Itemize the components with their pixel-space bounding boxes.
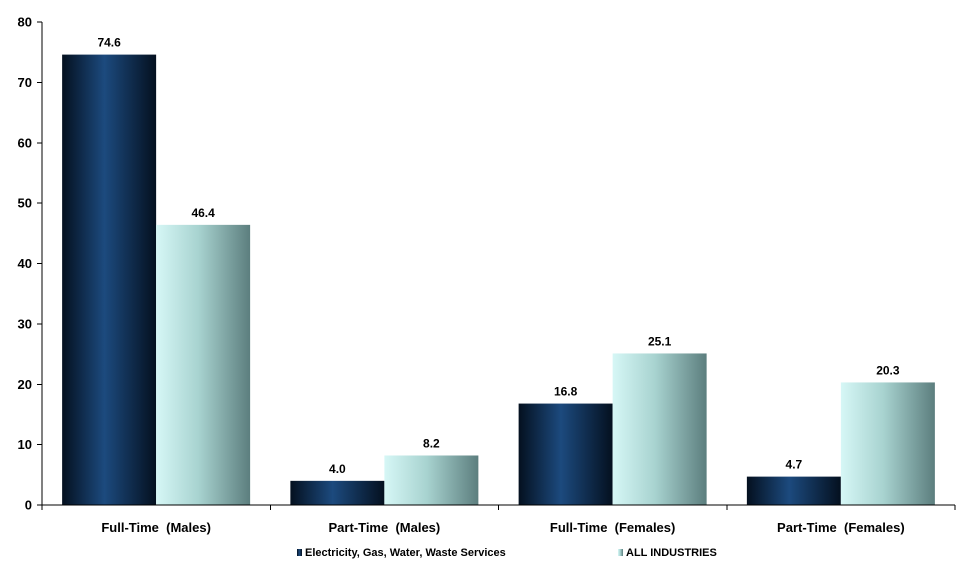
data-label: 46.4: [191, 206, 215, 220]
legend-label: ALL INDUSTRIES: [626, 547, 717, 559]
y-tick-label: 80: [18, 15, 32, 30]
category-label: Full-Time (Males): [101, 520, 211, 535]
y-tick-label: 10: [18, 437, 32, 452]
bar-electricity: [746, 476, 841, 505]
category-label: Part-Time (Females): [777, 520, 905, 535]
y-tick-label: 40: [18, 256, 32, 271]
y-tick-label: 20: [18, 377, 32, 392]
y-tick-label: 30: [18, 316, 32, 331]
y-tick-label: 0: [25, 498, 32, 513]
bar-all-industries: [612, 353, 707, 505]
legend-swatch: [297, 549, 302, 556]
legend-label: Electricity, Gas, Water, Waste Services: [305, 547, 506, 559]
y-axis: 0 10 20 30 40 50 60 70 80: [18, 15, 43, 513]
legend-swatch: [618, 549, 623, 556]
data-label: 4.7: [786, 458, 803, 472]
bars-group: 74.6 46.4 4.0 8.2 16.8 25.1 4.7 20.3: [62, 36, 935, 506]
data-label: 25.1: [648, 334, 672, 348]
legend: Electricity, Gas, Water, Waste Services A…: [297, 547, 717, 559]
bar-electricity: [290, 480, 385, 505]
data-label: 20.3: [876, 363, 900, 377]
y-tick-label: 60: [18, 135, 32, 150]
data-label: 4.0: [329, 462, 346, 476]
bar-electricity: [62, 54, 157, 505]
category-label: Part-Time (Males): [329, 520, 441, 535]
bar-electricity: [518, 403, 613, 505]
data-label: 8.2: [423, 436, 440, 450]
bar-all-industries: [840, 382, 935, 505]
category-label: Full-Time (Females): [550, 520, 675, 535]
x-axis: Full-Time (Males) Part-Time (Males) Full-T…: [41, 504, 956, 535]
bar-all-industries: [384, 455, 479, 505]
data-label: 16.8: [554, 385, 578, 399]
bar-all-industries: [156, 224, 251, 506]
y-tick-label: 50: [18, 196, 32, 211]
data-label: 74.6: [97, 36, 121, 50]
y-tick-label: 70: [18, 75, 32, 90]
